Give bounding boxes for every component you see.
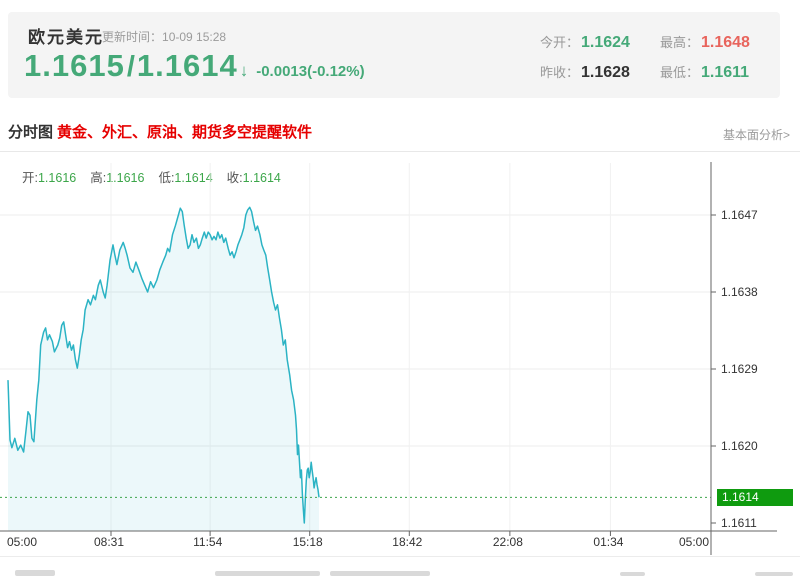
stat-2: 昨收： 1.1628 — [540, 62, 630, 82]
next-section-peek — [215, 571, 320, 576]
quote-line: 1.1615/1.1614 ↓ -0.0013(-0.12%) — [24, 48, 365, 84]
x-axis-label: 15:18 — [292, 535, 323, 549]
intraday-chart[interactable] — [0, 155, 800, 578]
stat-label: 最高： — [660, 35, 700, 50]
x-axis-label: 08:31 — [94, 535, 125, 549]
next-section-peek — [755, 572, 793, 576]
x-axis-label: 11:54 — [193, 535, 223, 549]
price-change: -0.0013(-0.12%) — [256, 63, 365, 80]
ohlc-pair: 低:1.1614 — [158, 171, 213, 185]
current-price-badge: 1.1614 — [717, 489, 793, 507]
ask-price: 1.1614 — [136, 48, 238, 83]
fundamental-analysis-link[interactable]: 基本面分析> — [722, 128, 790, 142]
stat-0: 今开： 1.1624 — [540, 32, 630, 52]
y-axis-label: 1.1611 — [721, 516, 757, 530]
stat-1: 最高： 1.1648 — [660, 32, 750, 52]
bid-price: 1.1615 — [24, 48, 125, 83]
section-divider — [0, 151, 800, 152]
x-axis-label: 22:08 — [492, 535, 523, 549]
chart-bottom-border — [0, 556, 800, 557]
update-time-label: 更新时间： — [102, 30, 163, 44]
y-axis-label: 1.1647 — [721, 208, 758, 222]
y-axis-label: 1.1638 — [721, 285, 758, 299]
update-time-value: 10-09 15:28 — [162, 30, 227, 44]
down-arrow-icon: ↓ — [239, 61, 249, 80]
y-axis-label: 1.1629 — [721, 362, 758, 376]
x-axis-label: 18:42 — [392, 535, 423, 549]
stat-value: 1.1648 — [701, 34, 750, 51]
promo-link[interactable]: 黄金、外汇、原油、期货多空提醒软件 — [57, 124, 313, 141]
ohlc-pair: 收:1.1614 — [226, 171, 281, 185]
next-section-peek — [330, 571, 430, 576]
y-axis-label: 1.1620 — [721, 439, 758, 453]
update-time: 更新时间：10-09 15:28 — [102, 28, 226, 45]
stat-value: 1.1628 — [581, 64, 630, 81]
next-section-peek — [15, 570, 55, 576]
x-axis-label: 05:00 — [678, 535, 709, 549]
stat-value: 1.1611 — [701, 64, 750, 81]
stat-label: 最低： — [660, 65, 700, 80]
ohlc-pair: 开:1.1616 — [22, 171, 77, 185]
price-separator: / — [126, 51, 135, 83]
next-section-peek — [620, 572, 645, 576]
stat-label: 今开： — [540, 35, 580, 50]
section-title: 分时图 — [8, 124, 54, 141]
ohlc-readout: 开:1.1616 高:1.1616 低:1.1614 收:1.1614 — [22, 167, 295, 186]
stat-value: 1.1624 — [581, 34, 630, 51]
stat-3: 最低： 1.1611 — [660, 62, 749, 82]
x-axis-label: 05:00 — [7, 535, 38, 549]
symbol-title: 欧元美元 — [28, 28, 104, 47]
x-axis-label: 01:34 — [593, 535, 624, 549]
stat-label: 昨收： — [540, 65, 580, 80]
quote-header-card: 欧元美元 更新时间：10-09 15:28 1.1615/1.1614 ↓ -0.0… — [8, 12, 780, 98]
ohlc-pair: 高:1.1616 — [90, 171, 145, 185]
